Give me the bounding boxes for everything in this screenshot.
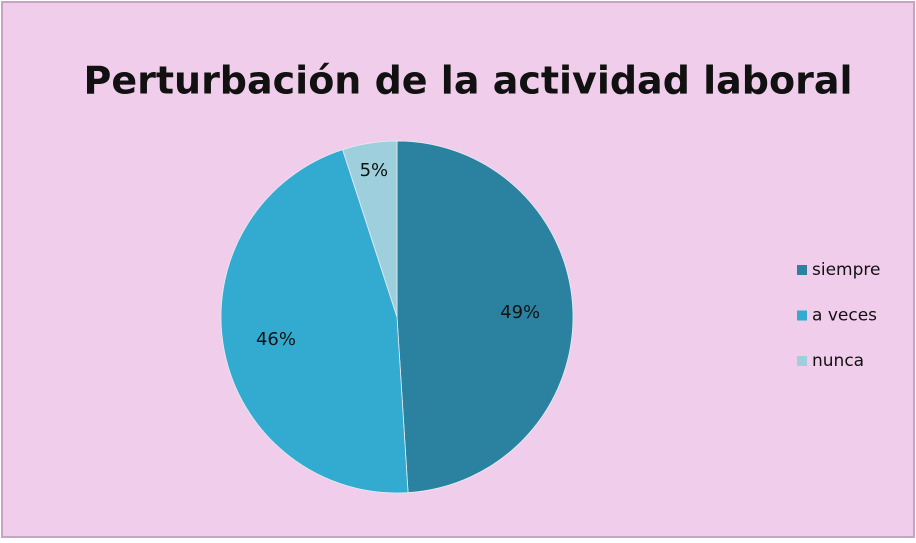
legend-swatch bbox=[797, 356, 807, 366]
chart-title: Perturbación de la actividad laboral bbox=[83, 59, 852, 103]
data-label: 46% bbox=[256, 329, 296, 350]
data-label: 49% bbox=[500, 302, 540, 323]
legend-swatch bbox=[797, 265, 807, 275]
legend-label: a veces bbox=[812, 306, 877, 326]
legend-label: siempre bbox=[812, 260, 880, 280]
pie-slice bbox=[396, 140, 574, 494]
pie-slice bbox=[342, 140, 398, 318]
pie-slice bbox=[220, 149, 409, 494]
legend-swatch bbox=[797, 310, 807, 321]
data-label: 5% bbox=[360, 160, 389, 181]
legend-label: nunca bbox=[812, 351, 864, 371]
